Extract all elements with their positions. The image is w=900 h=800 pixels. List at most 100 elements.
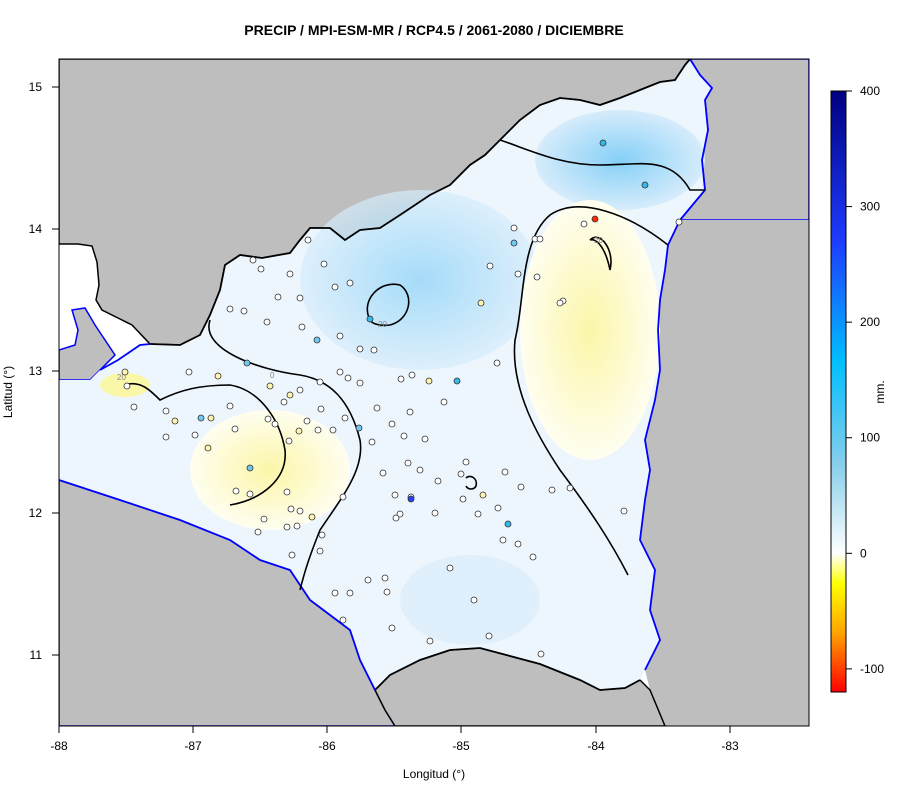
land-east-sea — [640, 220, 809, 726]
station-marker — [556, 299, 564, 307]
station-marker — [408, 371, 416, 379]
station-marker — [470, 596, 478, 604]
station-marker — [162, 407, 170, 415]
station-marker — [379, 469, 387, 477]
station-points — [121, 139, 683, 658]
y-tick-label: 12 — [29, 506, 43, 520]
x-axis: -88 -87 -86 -85 -84 -83 Longitud (°) — [50, 725, 739, 781]
colorbar-legend: 400 300 200 100 0 -100 mm. — [830, 84, 887, 693]
contour-line — [366, 283, 410, 327]
station-marker — [474, 510, 482, 518]
station-marker — [314, 426, 322, 434]
station-marker — [373, 404, 381, 412]
station-marker — [339, 493, 347, 501]
station-marker — [501, 468, 509, 476]
contour-line — [465, 475, 478, 490]
y-tick-label: 14 — [29, 222, 43, 236]
station-marker — [197, 414, 205, 422]
station-marker — [280, 398, 288, 406]
station-marker — [285, 437, 293, 445]
station-marker — [162, 433, 170, 441]
station-marker — [366, 315, 374, 323]
station-marker — [121, 368, 129, 376]
colorbar-tick-label: 400 — [860, 84, 880, 98]
station-marker — [416, 466, 424, 474]
station-marker — [246, 464, 254, 472]
station-marker — [370, 346, 378, 354]
station-marker — [243, 359, 251, 367]
station-marker — [486, 262, 494, 270]
x-tick-label: -83 — [721, 739, 739, 753]
station-marker — [336, 368, 344, 376]
contour-line — [513, 206, 669, 576]
station-marker — [533, 273, 541, 281]
station-marker — [308, 513, 316, 521]
contour-label: 20 — [378, 320, 387, 329]
colorbar-tick-label: -100 — [860, 662, 884, 676]
station-marker — [226, 305, 234, 313]
station-marker — [271, 420, 279, 428]
station-marker — [296, 507, 304, 515]
x-tick-label: -84 — [587, 739, 605, 753]
station-marker — [426, 637, 434, 645]
contour-line — [589, 236, 612, 271]
station-marker — [517, 483, 525, 491]
x-tick-label: -87 — [184, 739, 202, 753]
y-axis: 11 12 13 14 15 Latitud (°) — [1, 80, 60, 662]
station-marker — [504, 520, 512, 528]
dry-region-west — [190, 410, 350, 530]
station-marker — [355, 424, 363, 432]
station-marker — [240, 307, 248, 315]
station-marker — [494, 504, 502, 512]
station-marker — [185, 368, 193, 376]
station-marker — [356, 345, 364, 353]
y-tick-label: 11 — [30, 648, 43, 662]
station-marker — [287, 505, 295, 513]
colorbar-unit-label: mm. — [873, 380, 887, 403]
colorbar-tick-label: 100 — [860, 431, 880, 445]
coastline-caribbean — [639, 59, 714, 671]
border-south — [374, 647, 641, 691]
contour-line — [499, 139, 705, 191]
x-tick-label: -86 — [318, 739, 336, 753]
station-marker — [510, 224, 518, 232]
x-tick-label: -85 — [452, 739, 470, 753]
station-marker — [123, 382, 131, 390]
station-marker — [260, 515, 268, 523]
station-marker — [400, 432, 408, 440]
station-marker — [346, 589, 354, 597]
station-marker — [485, 632, 493, 640]
station-marker — [493, 359, 501, 367]
colorbar-tick-label: 300 — [860, 200, 880, 214]
station-marker — [317, 405, 325, 413]
dry-region-east — [520, 200, 660, 460]
station-marker — [266, 382, 274, 390]
station-marker — [171, 417, 179, 425]
station-marker — [499, 536, 507, 544]
station-marker — [404, 459, 412, 467]
station-marker — [459, 495, 467, 503]
station-marker — [479, 491, 487, 499]
station-marker — [293, 522, 301, 530]
station-marker — [457, 470, 465, 478]
station-marker — [257, 265, 265, 273]
station-marker — [396, 510, 404, 518]
station-marker — [368, 438, 376, 446]
colorbar-ticks: 400 300 200 100 0 -100 — [846, 84, 884, 676]
colorbar-tick-label: 0 — [860, 546, 867, 560]
station-marker — [264, 415, 272, 423]
station-marker — [406, 408, 414, 416]
plot-area: 20 20 0 20 — [59, 59, 809, 726]
station-marker — [288, 551, 296, 559]
station-marker — [346, 279, 354, 287]
station-marker — [303, 417, 311, 425]
station-marker — [283, 488, 291, 496]
station-marker — [407, 495, 415, 503]
x-tick-label: -88 — [50, 739, 68, 753]
station-marker — [329, 426, 337, 434]
station-marker — [356, 379, 364, 387]
station-marker — [263, 318, 271, 326]
y-axis-label: Latitud (°) — [1, 366, 15, 418]
